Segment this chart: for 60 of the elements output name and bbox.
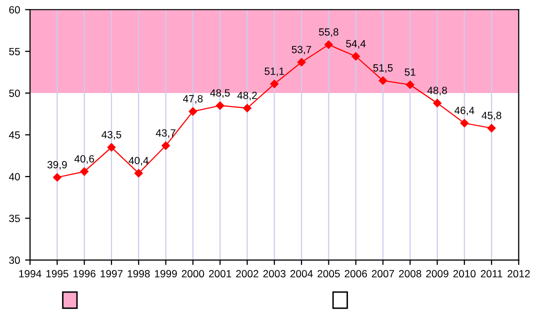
data-label: 40,4 [128, 156, 148, 166]
point [352, 52, 360, 60]
x-tick-label: 2010 [453, 270, 476, 278]
x-tick-label: 2008 [399, 270, 422, 278]
data-label: 39,9 [47, 161, 67, 170]
point [243, 104, 252, 112]
x-tick-label: 2012 [508, 270, 530, 278]
data-label: 51 [404, 68, 416, 76]
point [188, 107, 198, 116]
y-tick-label: 55 [9, 48, 20, 56]
y-tick-label: 30 [9, 256, 20, 264]
point [80, 167, 88, 176]
x-tick-label: 1997 [100, 270, 123, 278]
x-tick-label: 1998 [128, 270, 150, 278]
x-tick-label: 2000 [182, 270, 204, 278]
point [324, 40, 333, 49]
point [378, 76, 388, 85]
data-label: 48,8 [427, 86, 447, 96]
x-tick-label: 2002 [236, 270, 258, 278]
point [134, 169, 143, 178]
data-label: 48,2 [237, 92, 257, 100]
point [53, 173, 62, 182]
point [270, 80, 278, 88]
x-tick-label: 1996 [74, 270, 96, 278]
data-label: 53,7 [292, 46, 312, 54]
point [406, 80, 414, 89]
x-tick-label: 2003 [263, 270, 286, 278]
point [487, 124, 496, 132]
data-label: 43,5 [102, 130, 122, 140]
data-label: 43,7 [156, 129, 176, 138]
data-label: 46,4 [454, 106, 474, 116]
point [107, 143, 116, 152]
point [216, 101, 224, 110]
x-tick-label: 1995 [46, 270, 68, 278]
data-label: 47,8 [183, 95, 203, 104]
data-label: 51,5 [373, 64, 393, 73]
y-tick-label: 40 [8, 173, 20, 180]
y-tick-label: 45 [8, 131, 20, 139]
x-tick-label: 2007 [372, 270, 394, 278]
data-label: 40,6 [74, 155, 94, 164]
x-tick-label: 2005 [318, 270, 340, 278]
x-tick-label: 2009 [426, 270, 448, 278]
y-tick-label: 50 [9, 90, 20, 97]
point [162, 142, 170, 150]
data-label: 54,4 [346, 40, 366, 49]
y-tick-label: 60 [9, 6, 20, 14]
point [297, 58, 306, 66]
x-tick-label: 1994 [19, 270, 42, 278]
x-tick-label: 1999 [154, 270, 177, 278]
data-label: 48,5 [210, 89, 230, 98]
y-tick-label: 35 [9, 214, 20, 222]
data-label: 45,8 [482, 112, 502, 120]
x-tick-label: 2004 [290, 270, 313, 278]
data-label: 51,1 [264, 68, 284, 76]
data-label: 55,8 [318, 28, 338, 37]
x-tick-label: 2011 [480, 270, 502, 278]
point [460, 119, 469, 128]
point [433, 98, 442, 108]
x-tick-label: 2006 [344, 270, 367, 278]
x-tick-label: 2001 [209, 270, 232, 278]
